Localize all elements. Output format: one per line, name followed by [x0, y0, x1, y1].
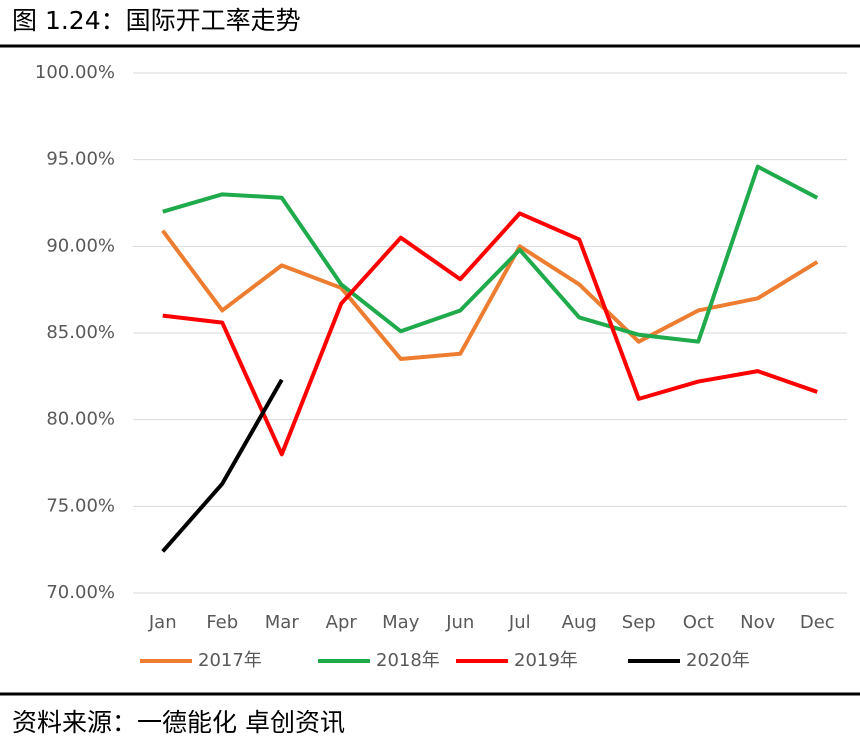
y-tick-label: 70.00%	[46, 582, 115, 603]
y-tick-label: 85.00%	[46, 322, 115, 343]
x-tick-label: Mar	[265, 612, 300, 633]
x-tick-label: Aug	[562, 612, 597, 633]
x-tick-label: Dec	[800, 612, 835, 633]
y-tick-label: 100.00%	[35, 62, 115, 83]
legend-label: 2017年	[198, 650, 262, 671]
x-tick-label: Nov	[740, 612, 775, 633]
legend-label: 2019年	[514, 650, 578, 671]
x-tick-label: Jun	[445, 612, 474, 633]
x-tick-label: Apr	[326, 612, 358, 633]
chart-title: 图 1.24：国际开工率走势	[12, 6, 301, 35]
legend-label: 2018年	[376, 650, 440, 671]
legend-label: 2020年	[686, 650, 750, 671]
source: 资料来源：一德能化 卓创资讯	[12, 708, 345, 737]
x-tick-label: Feb	[206, 612, 238, 633]
y-tick-label: 75.00%	[46, 495, 115, 516]
series-line	[161, 378, 284, 553]
x-tick-label: Sep	[622, 612, 656, 633]
y-tick-label: 90.00%	[46, 235, 115, 256]
series-line	[162, 211, 818, 457]
series-line	[162, 164, 819, 344]
x-tick-label: Oct	[683, 612, 714, 633]
y-tick-label: 95.00%	[46, 149, 115, 170]
x-tick-label: Jan	[148, 612, 177, 633]
series-line	[161, 229, 819, 361]
y-tick-label: 80.00%	[46, 409, 115, 430]
x-tick-label: May	[382, 612, 420, 633]
x-tick-label: Jul	[508, 612, 531, 633]
